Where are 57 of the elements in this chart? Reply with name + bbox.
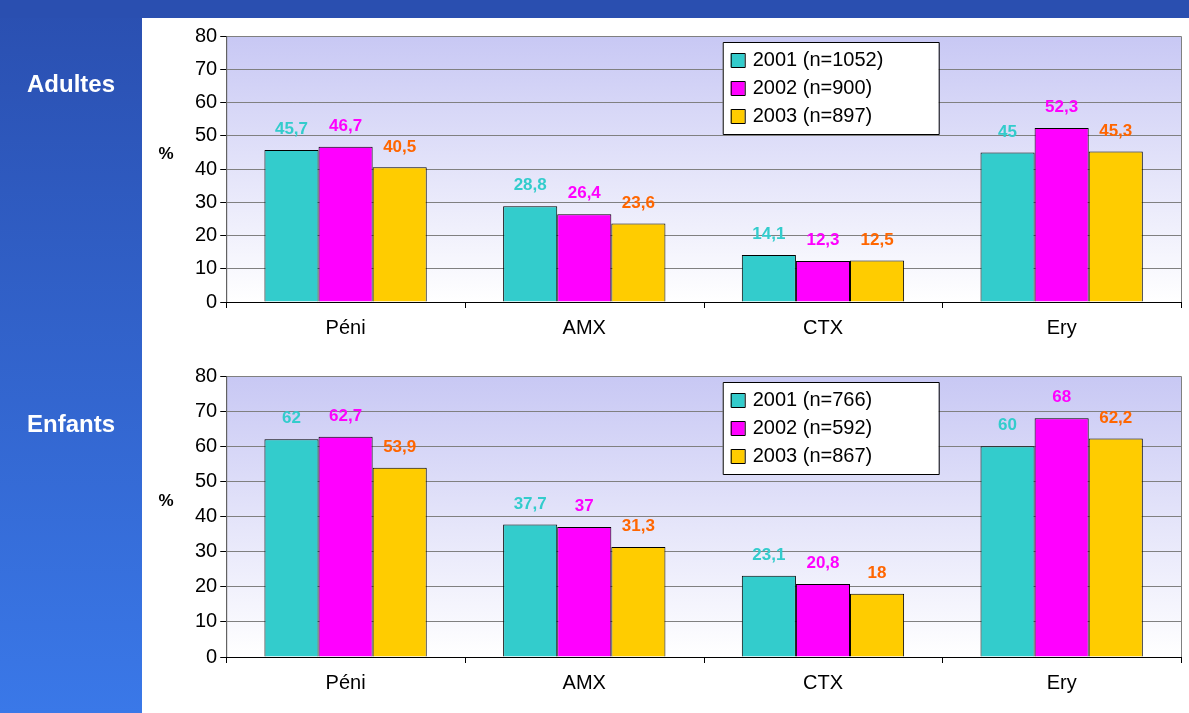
x-tick-label: AMX bbox=[562, 315, 606, 338]
x-tick-label: CTX bbox=[802, 670, 843, 693]
y-tick-label: 30 bbox=[195, 189, 218, 212]
y-tick-label: 20 bbox=[195, 223, 218, 246]
data-label: 45,3 bbox=[1099, 120, 1133, 140]
y-tick-label: 40 bbox=[195, 156, 218, 179]
data-label: 62,2 bbox=[1099, 407, 1133, 427]
y-tick-label: 80 bbox=[195, 363, 218, 386]
y-tick-label: 10 bbox=[195, 609, 218, 632]
data-label: 45,7 bbox=[274, 119, 309, 139]
data-label: 20,8 bbox=[806, 553, 840, 573]
y-axis-title: % bbox=[158, 491, 174, 511]
y-tick-label: 50 bbox=[195, 468, 218, 491]
legend-label: 2003 (n=867) bbox=[752, 443, 873, 466]
text: Adultes bbox=[26, 70, 116, 98]
x-tick-label: CTX bbox=[802, 315, 843, 338]
data-label: 68 bbox=[1052, 387, 1072, 407]
data-label: 18 bbox=[867, 562, 887, 582]
y-tick-label: 10 bbox=[195, 256, 218, 279]
data-label: 28,8 bbox=[513, 175, 547, 195]
data-label: 37 bbox=[574, 496, 594, 516]
data-label: 62,7 bbox=[329, 405, 363, 425]
data-label: 62 bbox=[282, 408, 301, 428]
legend-label: 2001 (n=766) bbox=[752, 387, 873, 410]
data-label: 40,5 bbox=[383, 136, 417, 156]
text: Enfants bbox=[26, 410, 116, 438]
x-tick-label: AMX bbox=[562, 670, 606, 693]
data-label: 26,4 bbox=[567, 183, 602, 203]
x-tick-label: Péni bbox=[325, 670, 366, 693]
data-label: 52,3 bbox=[1045, 97, 1079, 117]
legend-label: 2002 (n=900) bbox=[752, 75, 873, 98]
y-tick-label: 50 bbox=[195, 123, 218, 146]
data-label: 60 bbox=[998, 415, 1018, 435]
data-label: 53,9 bbox=[383, 436, 417, 456]
y-tick-label: 70 bbox=[195, 56, 218, 79]
y-tick-label: 60 bbox=[195, 433, 218, 456]
legend-label: 2002 (n=592) bbox=[752, 415, 873, 438]
y-tick-label: 80 bbox=[195, 23, 218, 46]
y-tick-label: 0 bbox=[206, 644, 218, 667]
y-tick-label: 70 bbox=[195, 398, 218, 421]
y-axis-title: % bbox=[158, 143, 174, 163]
x-tick-label: Ery bbox=[1046, 315, 1077, 338]
data-label: 12,5 bbox=[860, 229, 894, 249]
data-label: 31,3 bbox=[621, 516, 655, 536]
data-label: 23,6 bbox=[621, 192, 655, 212]
data-label: 12,3 bbox=[806, 230, 840, 250]
y-tick-label: 60 bbox=[195, 90, 218, 113]
legend-label: 2001 (n=1052) bbox=[752, 47, 884, 70]
y-tick-label: 0 bbox=[206, 289, 218, 312]
x-tick-label: Ery bbox=[1046, 670, 1077, 693]
legend-label: 2003 (n=897) bbox=[752, 103, 873, 126]
y-tick-label: 20 bbox=[195, 574, 218, 597]
data-label: 37,7 bbox=[513, 493, 547, 513]
y-tick-label: 30 bbox=[195, 539, 218, 562]
y-tick-label: 40 bbox=[195, 504, 218, 527]
data-label: 46,7 bbox=[329, 115, 363, 135]
x-tick-label: Péni bbox=[325, 315, 366, 338]
